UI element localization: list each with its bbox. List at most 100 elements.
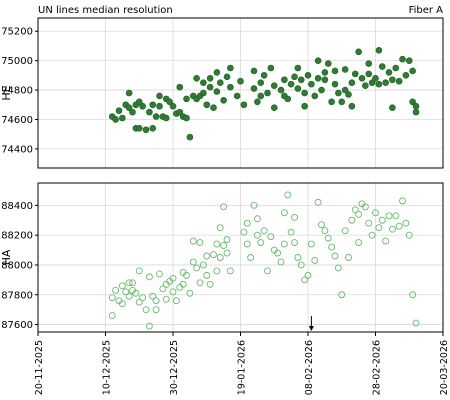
ha-data-point — [196, 279, 204, 287]
ha-data-point — [216, 224, 224, 232]
he-data-point — [277, 86, 285, 94]
ha-data-point — [375, 224, 383, 232]
he-data-point — [213, 88, 221, 95]
ha-data-point — [179, 280, 187, 288]
ha-data-point — [274, 249, 282, 257]
he-data-point — [250, 85, 258, 92]
he-data-point — [348, 102, 356, 110]
he-data-point — [200, 79, 207, 87]
he-data-point — [297, 76, 305, 84]
ha-data-point — [311, 257, 319, 264]
he-data-point — [291, 73, 298, 81]
ha-data-point — [297, 261, 305, 269]
he-gridlines — [37, 18, 444, 168]
ha-data-point — [368, 231, 376, 239]
ha-data-point — [409, 291, 417, 299]
he-data-point — [314, 57, 322, 64]
ha-data-point — [210, 251, 217, 258]
he-data-point — [240, 101, 248, 109]
he-data-point — [257, 79, 265, 87]
he-data-point — [389, 104, 396, 112]
ha-data-point — [412, 319, 420, 327]
ha-data-point — [220, 242, 228, 250]
he-data-point — [146, 108, 153, 116]
ha-data-point — [220, 203, 228, 211]
he-data-point — [125, 104, 133, 112]
ha-data-point — [361, 203, 369, 211]
date-x-ticks: 20-11-2025 10-12-2025 30-12-2025 19-01-2026… — [34, 332, 450, 395]
ha-data-point — [365, 219, 373, 227]
ha-data-point — [280, 240, 288, 248]
he-data-point — [183, 114, 190, 122]
y-tick-label: 88400 — [1, 201, 33, 212]
he-data-point — [324, 60, 332, 67]
he-data-point — [294, 85, 302, 92]
he-data-point — [267, 64, 275, 72]
he-data-point — [203, 101, 211, 109]
ha-data-point — [264, 267, 271, 275]
he-data-point — [135, 98, 143, 106]
he-data-point — [341, 86, 349, 94]
ha-data-point — [378, 216, 386, 224]
he-data-point — [176, 83, 184, 91]
ha-y-axis-label: HA — [0, 249, 13, 265]
he-markers — [108, 47, 420, 141]
he-data-point — [257, 92, 265, 100]
he-data-point — [372, 74, 379, 82]
ha-data-point — [247, 254, 255, 261]
ha-data-point — [307, 240, 315, 248]
he-data-point — [294, 64, 302, 72]
ha-data-point — [145, 273, 153, 281]
he-data-point — [206, 74, 214, 82]
y-tick-label: 75000 — [1, 56, 33, 67]
he-data-point — [351, 70, 359, 78]
ha-data-point — [112, 286, 120, 294]
ha-panel: 87600 87800 88000 88200 88400 20-11-2025 10-1… — [0, 182, 450, 395]
ha-data-point — [186, 289, 194, 297]
he-data-point — [162, 114, 170, 122]
he-data-point — [331, 67, 339, 75]
y-tick-label: 87800 — [1, 290, 33, 301]
ha-data-point — [294, 254, 302, 261]
ha-data-point — [216, 254, 224, 261]
he-data-point — [382, 79, 389, 87]
ha-data-point — [189, 237, 197, 245]
ha-data-point — [267, 233, 275, 241]
ha-data-point — [324, 234, 332, 242]
he-data-point — [270, 104, 278, 112]
ha-data-point — [301, 276, 309, 284]
he-data-point — [260, 72, 268, 79]
ha-data-point — [169, 288, 177, 296]
ha-data-point — [345, 254, 352, 261]
ha-gridlines — [37, 183, 444, 332]
he-data-point — [287, 80, 295, 88]
he-data-point — [186, 133, 194, 141]
ha-data-point — [280, 209, 288, 217]
ha-data-point — [253, 231, 261, 239]
ha-data-point — [189, 258, 197, 266]
ha-data-point — [156, 270, 163, 278]
he-data-point — [314, 74, 322, 82]
ha-data-point — [159, 285, 167, 293]
he-data-point — [156, 102, 163, 110]
y-tick-label: 74600 — [1, 115, 33, 126]
ha-data-point — [250, 201, 258, 209]
ha-data-point — [338, 291, 346, 299]
ha-data-point — [240, 228, 248, 236]
he-data-point — [166, 98, 173, 106]
he-data-point — [399, 55, 406, 63]
he-panel: 74400 74600 74800 75000 75200 HE — [0, 17, 444, 169]
ha-data-point — [118, 300, 126, 308]
he-data-point — [135, 124, 143, 132]
he-data-point — [392, 64, 400, 72]
y-tick-label: 88200 — [1, 231, 33, 242]
ha-data-point — [149, 292, 157, 300]
ha-data-point — [388, 225, 396, 233]
y-tick-label: 75200 — [1, 27, 33, 38]
ha-data-point — [108, 294, 116, 302]
ha-data-point — [348, 216, 356, 224]
he-data-point — [358, 74, 366, 82]
he-data-point — [321, 69, 329, 76]
he-data-point — [149, 101, 157, 109]
